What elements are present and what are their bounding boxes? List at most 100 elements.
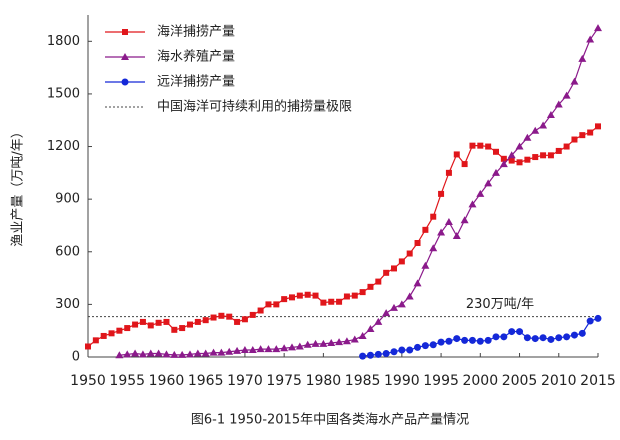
- marker: [154, 349, 163, 357]
- caption: 图6-1 1950-2015年中国各类海水产品产量情况: [191, 412, 469, 428]
- marker: [288, 343, 296, 351]
- marker: [375, 278, 382, 285]
- marker: [163, 318, 170, 325]
- x-tick-label: 1975: [266, 373, 302, 389]
- marker: [499, 160, 508, 168]
- marker: [547, 335, 555, 343]
- marker: [555, 147, 562, 154]
- marker: [225, 347, 234, 355]
- marker: [469, 142, 476, 149]
- marker: [500, 333, 508, 341]
- marker: [303, 340, 312, 348]
- marker: [100, 332, 107, 339]
- marker: [594, 314, 602, 322]
- x-tick-label: 2015: [580, 373, 616, 389]
- marker: [546, 110, 555, 118]
- marker: [413, 279, 422, 287]
- x-tick-label: 1955: [109, 373, 145, 389]
- marker: [438, 190, 445, 197]
- x-tick-label: 1965: [188, 373, 224, 389]
- marker: [319, 339, 328, 347]
- marker: [516, 328, 524, 336]
- marker: [116, 327, 123, 334]
- marker: [138, 350, 147, 358]
- marker: [531, 126, 540, 134]
- x-tick-label: 2000: [462, 373, 498, 389]
- marker: [555, 334, 563, 342]
- marker: [124, 325, 131, 332]
- marker: [328, 298, 335, 305]
- marker: [547, 152, 554, 159]
- x-tick-label: 1990: [384, 373, 420, 389]
- marker: [367, 283, 374, 290]
- marker: [146, 349, 155, 357]
- marker: [342, 337, 351, 345]
- x-tick-label: 1985: [345, 373, 381, 389]
- marker: [405, 292, 414, 300]
- marker: [507, 151, 516, 159]
- marker: [210, 314, 217, 321]
- marker: [272, 345, 281, 353]
- marker: [437, 338, 445, 346]
- marker: [484, 336, 492, 344]
- marker: [194, 318, 201, 325]
- marker: [476, 189, 485, 197]
- marker: [320, 299, 327, 306]
- marker: [586, 35, 595, 43]
- marker: [85, 343, 91, 350]
- marker: [422, 226, 429, 233]
- marker: [595, 123, 601, 130]
- marker: [485, 143, 492, 150]
- marker: [257, 307, 264, 314]
- marker: [115, 351, 124, 359]
- marker: [531, 335, 539, 343]
- marker: [406, 346, 414, 354]
- x-tick-label: 2005: [502, 373, 538, 389]
- marker: [178, 350, 187, 358]
- marker: [296, 292, 303, 299]
- marker: [391, 265, 397, 272]
- marker: [359, 289, 366, 296]
- reference-annotation: 230万吨/年: [466, 297, 534, 312]
- marker: [429, 341, 437, 349]
- marker: [460, 216, 469, 224]
- marker: [92, 337, 99, 344]
- marker: [295, 342, 304, 350]
- marker: [226, 313, 233, 320]
- marker: [414, 343, 422, 351]
- marker: [234, 318, 241, 325]
- y-tick-label: 1800: [47, 34, 80, 49]
- marker: [233, 346, 242, 354]
- marker: [492, 168, 500, 176]
- marker: [477, 142, 484, 149]
- marker: [532, 154, 539, 161]
- marker: [248, 345, 257, 353]
- marker: [437, 228, 446, 236]
- marker: [570, 77, 579, 85]
- marker: [218, 312, 225, 319]
- legend-label: 海水养殖产量: [157, 49, 235, 65]
- marker: [476, 337, 484, 345]
- marker: [374, 350, 382, 358]
- marker: [327, 338, 336, 346]
- marker: [264, 345, 273, 353]
- marker: [382, 309, 391, 317]
- marker: [280, 344, 289, 352]
- marker: [468, 200, 477, 208]
- marker: [429, 244, 438, 252]
- marker: [578, 54, 587, 62]
- marker: [123, 350, 132, 358]
- marker: [366, 324, 375, 332]
- legend-label: 中国海洋可持续利用的捕捞量极限: [157, 99, 352, 115]
- y-tick-label: 0: [72, 350, 80, 365]
- marker: [209, 348, 218, 356]
- marker: [240, 345, 249, 353]
- marker: [202, 317, 209, 324]
- marker: [139, 318, 146, 325]
- marker: [587, 129, 594, 136]
- marker: [390, 348, 398, 356]
- marker: [186, 350, 194, 358]
- marker: [382, 349, 390, 357]
- marker: [524, 156, 531, 163]
